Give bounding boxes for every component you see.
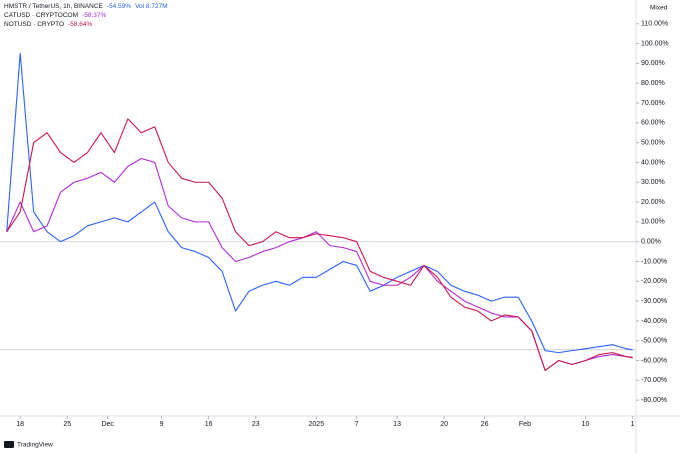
y-tick-label: 20.00% xyxy=(641,199,665,206)
x-tick-label: 9 xyxy=(160,421,164,428)
legend-entry[interactable]: HMSTR / TetherUS, 1h, BINANCE -54.59% Vol … xyxy=(4,3,168,10)
x-tick-label: 13 xyxy=(393,421,401,428)
scale-mode[interactable]: Mixed xyxy=(650,5,668,12)
x-tick-label: Feb xyxy=(519,421,531,428)
y-tick-label: -50.00% xyxy=(641,338,667,345)
y-tick-label: -40.00% xyxy=(641,318,667,325)
x-tick-label: 16 xyxy=(205,421,213,428)
y-tick-label: -70.00% xyxy=(641,377,667,384)
grid xyxy=(0,241,636,351)
y-tick-label: -60.00% xyxy=(641,357,667,364)
x-tick-label: 25 xyxy=(63,421,71,428)
y-tick-label: 70.00% xyxy=(641,100,665,107)
y-tick-label: 40.00% xyxy=(641,159,665,166)
legend-change: -58.64% xyxy=(68,21,92,28)
y-tick-label: 90.00% xyxy=(641,60,665,67)
legend-entry[interactable]: NOTUSD · CRYPTO -58.64% xyxy=(4,21,93,28)
logo xyxy=(4,441,14,448)
y-tick-label: 50.00% xyxy=(641,139,665,146)
x-tick-label: Dec xyxy=(101,421,114,428)
y-tick-label: 30.00% xyxy=(641,179,665,186)
y-tick-label: 0.00% xyxy=(641,239,661,246)
legend-name: HMSTR / TetherUS, 1h, BINANCE xyxy=(4,3,104,10)
legend: HMSTR / TetherUS, 1h, BINANCE -54.59% Vol … xyxy=(4,3,168,28)
y-tick-label: 110.00% xyxy=(641,21,668,28)
x-tick-label: 18 xyxy=(16,421,24,428)
y-tick-label: -20.00% xyxy=(641,278,667,285)
y-tick-label: 80.00% xyxy=(641,80,665,87)
series-line xyxy=(6,118,633,371)
x-tick-label: 26 xyxy=(481,421,489,428)
watermark: TradingView xyxy=(4,441,53,449)
series-line xyxy=(6,52,633,354)
legend-entry[interactable]: CATUSD · CRYPTOCOM -58.37% xyxy=(4,12,106,19)
x-tick-label: 2025 xyxy=(309,421,325,428)
y-tick-label: -30.00% xyxy=(641,298,667,305)
legend-name: CATUSD · CRYPTOCOM xyxy=(4,12,78,19)
y-tick-label: 100.00% xyxy=(641,40,669,47)
plot xyxy=(6,52,633,371)
y-tick-label: 60.00% xyxy=(641,120,665,127)
x-tick-label: 7 xyxy=(355,421,359,428)
legend-change: -54.59% xyxy=(107,3,131,10)
x-tick-label: 10 xyxy=(582,421,590,428)
legend-change: -58.37% xyxy=(82,12,106,19)
y-tick-label: 10.00% xyxy=(641,219,665,226)
legend-volume: Vol 8.727M xyxy=(135,3,168,10)
x-tick-label: 1 xyxy=(631,421,635,428)
x-tick-label: 23 xyxy=(252,421,260,428)
watermark-text: TradingView xyxy=(17,442,53,449)
y-tick-label: -10.00% xyxy=(641,258,667,265)
x-tick-label: 20 xyxy=(440,421,448,428)
legend-name: NOTUSD · CRYPTO xyxy=(4,21,64,28)
y-tick-label: -80.00% xyxy=(641,397,667,404)
